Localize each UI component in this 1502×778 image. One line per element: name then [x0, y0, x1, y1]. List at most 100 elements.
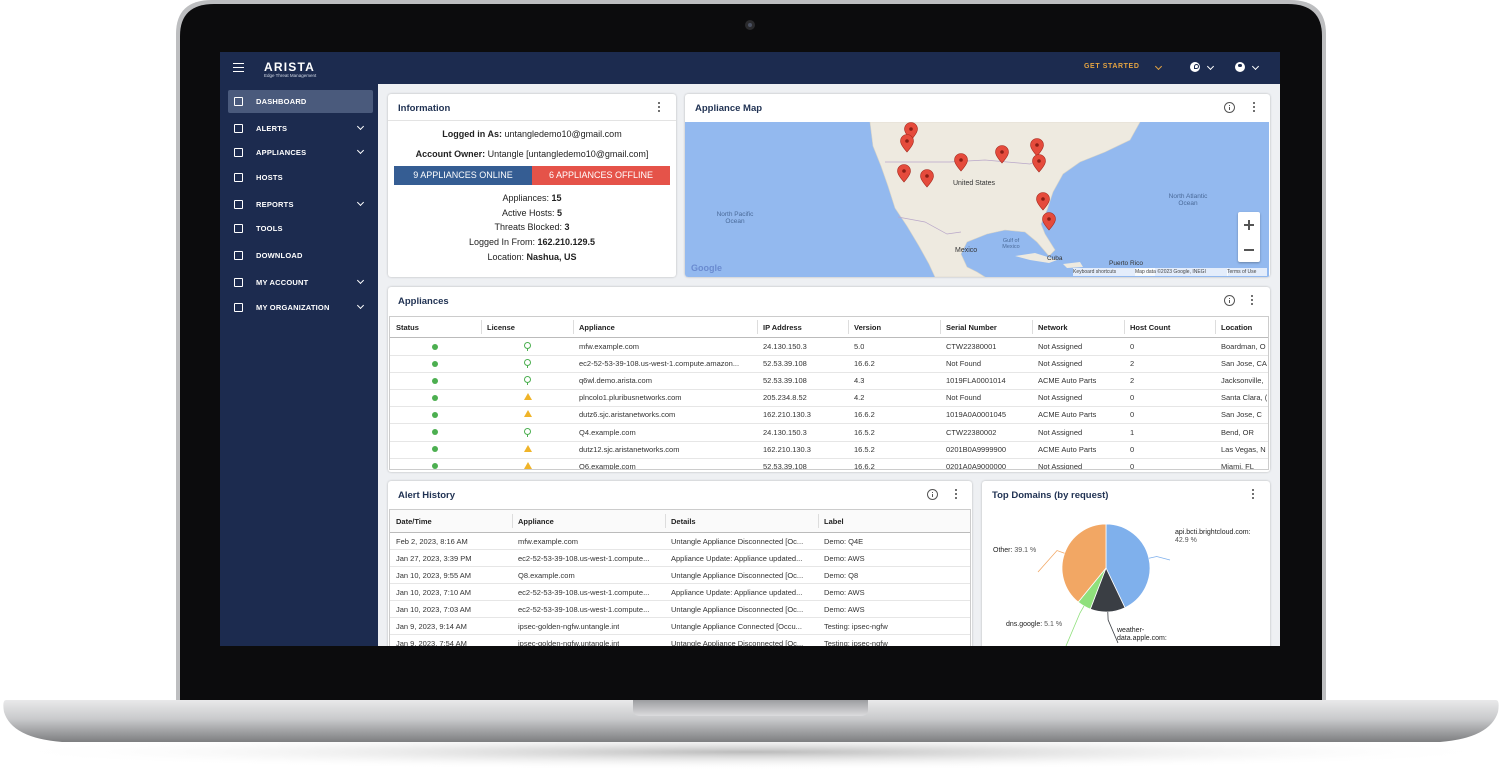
more-menu[interactable] [656, 102, 662, 114]
column-header[interactable]: Location [1221, 323, 1253, 332]
table-row[interactable]: Jan 10, 2023, 9:55 AM Q8.example.com Untan… [390, 567, 970, 584]
nav-item[interactable]: DASHBOARD [228, 90, 373, 113]
info-icon[interactable] [1224, 102, 1235, 113]
more-menu[interactable] [953, 489, 959, 501]
table-cell: q6wl.demo.arista.com [579, 376, 652, 386]
column-header[interactable]: Host Count [1130, 323, 1171, 332]
stat-label: Logged In From: [468, 237, 535, 248]
table-cell: Demo: AWS [824, 605, 865, 614]
table-row[interactable]: ec2-52-53-39-108.us-west-1.compute.amazo… [390, 355, 1268, 374]
nav-item[interactable]: DOWNLOAD [228, 244, 373, 267]
nav-item[interactable]: ALERTS [228, 117, 373, 140]
nav-item[interactable]: TOOLS [228, 217, 373, 240]
menu-button[interactable] [233, 63, 244, 73]
nav-item[interactable]: REPORTS [228, 193, 373, 216]
table-cell: Bend, OR [1221, 427, 1254, 437]
more-menu[interactable] [1251, 102, 1257, 114]
table-row[interactable]: Feb 2, 2023, 8:16 AM mfw.example.com Untan… [390, 533, 970, 550]
info-icon[interactable] [1224, 295, 1235, 306]
column-header[interactable]: Status [396, 323, 419, 332]
stat-value: 162.210.129.5 [537, 237, 596, 248]
shadow [0, 734, 1502, 770]
table-cell: mfw.example.com [518, 537, 579, 546]
card-title: Appliance Map [695, 103, 763, 114]
nav-item[interactable]: MY ORGANIZATION [228, 296, 373, 319]
account-button[interactable] [1235, 62, 1245, 72]
information-card: Information Logged in As: untangledemo10@… [388, 94, 676, 277]
column-header[interactable]: Version [854, 323, 882, 332]
appliances-card: Appliances Status License Appliance IP Addre… [388, 287, 1270, 472]
column-header[interactable]: IP Address [763, 323, 802, 332]
nav-item[interactable]: APPLIANCES [228, 141, 373, 164]
table-cell: Santa Clara, ( [1221, 393, 1268, 403]
table-cell: 4.2 [854, 393, 865, 403]
column-header[interactable]: License [487, 323, 515, 332]
table-cell: ipsec-golden-ngfw.untangle.int [518, 622, 620, 631]
nav-label: DOWNLOAD [256, 251, 303, 260]
table-row[interactable]: plncolo1.pluribusnetworks.com 205.234.8.5… [390, 389, 1268, 408]
table-row[interactable]: dutz12.sjc.aristanetworks.com 162.210.130… [390, 441, 1268, 459]
menu-dot [1252, 497, 1254, 499]
more-menu[interactable] [1250, 489, 1256, 501]
offline-button[interactable]: 6 APPLIANCES OFFLINE [532, 166, 670, 185]
menu-dot [1253, 110, 1255, 112]
table-cell: Demo: Q8 [824, 571, 859, 580]
nav-icon [234, 200, 243, 209]
nav-item[interactable]: MY ACCOUNT [228, 271, 373, 294]
table-cell: Jan 27, 2023, 3:39 PM [396, 554, 472, 563]
table-row[interactable]: Jan 10, 2023, 7:10 AM ec2-52-53-39-108.us… [390, 584, 970, 601]
column-header[interactable]: Label [824, 517, 844, 526]
table-row[interactable]: Jan 9, 2023, 9:14 AM ipsec-golden-ngfw.un… [390, 618, 970, 635]
zoom-out-button[interactable] [1238, 237, 1260, 262]
map[interactable] [685, 122, 1269, 277]
table-row[interactable]: mfw.example.com 24.130.150.3 5.0 CTW2238000… [390, 338, 1268, 356]
nav-item[interactable]: HOSTS [228, 166, 373, 189]
license-warning-icon [524, 444, 532, 452]
info-label: Account Owner: [415, 149, 486, 159]
zoom-in-button[interactable] [1238, 212, 1260, 237]
menu-dot [658, 110, 660, 112]
map-card: Appliance Map United States Mexico North Pa… [685, 94, 1270, 277]
help-button[interactable] [1190, 62, 1200, 72]
card-title: Appliances [398, 296, 449, 307]
column-header[interactable]: Serial Number [946, 323, 997, 332]
column-header[interactable]: Details [671, 517, 696, 526]
table-cell: Jan 10, 2023, 9:55 AM [396, 571, 472, 580]
license-warning-icon [524, 393, 532, 401]
top-domains-card: Top Domains (by request) api.bcti.brightc… [982, 481, 1270, 646]
table-cell: 4.3 [854, 376, 865, 386]
column-header[interactable]: Appliance [518, 517, 554, 526]
table-row[interactable]: Q6.example.com 52.53.39.108 16.6.2 0201A0A9… [390, 458, 1268, 469]
column-header[interactable]: Date/Time [396, 517, 432, 526]
base-notch [633, 700, 868, 716]
table-cell: 16.6.2 [854, 359, 875, 369]
table-cell: Not Found [946, 393, 982, 403]
table-cell: Las Vegas, N [1221, 444, 1266, 454]
table-row[interactable]: q6wl.demo.arista.com 52.53.39.108 4.3 1019F… [390, 372, 1268, 391]
table-cell: 162.210.130.3 [763, 410, 811, 420]
table-cell: Untangle Appliance Disconnected [Oc... [671, 605, 804, 614]
table-cell: Boardman, O [1221, 342, 1266, 351]
column-header[interactable]: Appliance [579, 323, 615, 332]
info-icon[interactable] [927, 489, 938, 500]
table-row[interactable]: Jan 9, 2023, 7:54 AM ipsec-golden-ngfw.un… [390, 635, 970, 646]
table-row[interactable]: dutz6.sjc.aristanetworks.com 162.210.130.… [390, 406, 1268, 425]
map-pin-dot [925, 174, 929, 178]
get-started-button[interactable]: GET STARTED [1084, 63, 1140, 70]
column-header[interactable]: Network [1038, 323, 1068, 332]
online-button[interactable]: 9 APPLIANCES ONLINE [394, 166, 532, 185]
more-menu[interactable] [1249, 295, 1255, 307]
pie-category: api.bcti.brightcloud.com: [1175, 529, 1251, 536]
column-separator [512, 514, 513, 528]
table-row[interactable]: Jan 10, 2023, 7:03 AM ec2-52-53-39-108.us… [390, 601, 970, 618]
table-row[interactable]: Jan 27, 2023, 3:39 PM ec2-52-53-39-108.us… [390, 550, 970, 567]
table-cell: 162.210.130.3 [763, 444, 811, 454]
table-cell: Jan 9, 2023, 9:14 AM [396, 622, 467, 631]
map-pin [1036, 192, 1050, 211]
menu-dot [1251, 303, 1253, 305]
table-row[interactable]: Q4.example.com 24.130.150.3 16.5.2 CTW22380… [390, 424, 1268, 442]
menu-dot [955, 497, 957, 499]
table-cell: Appliance Update: Appliance updated... [671, 588, 803, 597]
menu-dot [955, 493, 957, 495]
nav-icon [234, 224, 243, 233]
